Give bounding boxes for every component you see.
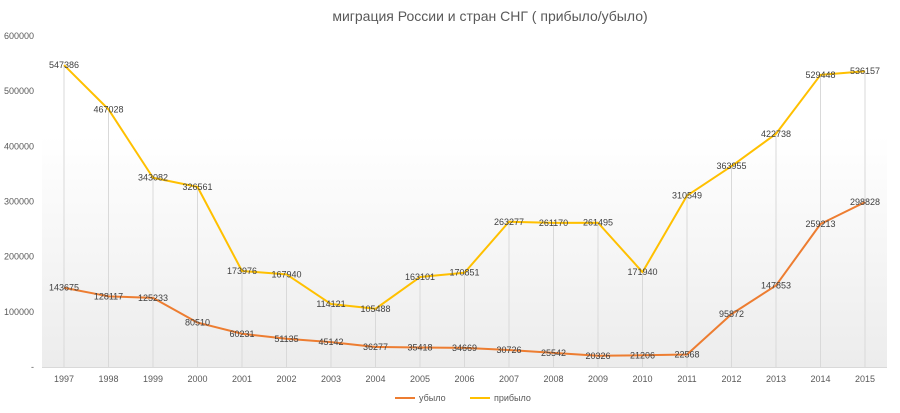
data-label: 173976 <box>227 266 257 276</box>
data-label: 467028 <box>93 104 123 114</box>
x-tick-label: 2010 <box>632 374 652 384</box>
y-tick-label: 300000 <box>4 197 34 207</box>
data-label: 167940 <box>271 269 301 279</box>
x-tick-label: 2009 <box>588 374 608 384</box>
x-tick-label: 1998 <box>98 374 118 384</box>
data-label: 170851 <box>449 268 479 278</box>
x-tick-label: 2013 <box>766 374 786 384</box>
chart-title: миграция России и стран СНГ ( прибыло/уб… <box>332 8 647 24</box>
series-line-убыло <box>63 201 866 357</box>
data-label: 60231 <box>229 329 254 339</box>
data-label: 45142 <box>318 337 343 347</box>
data-label: 35418 <box>407 342 432 352</box>
x-tick-label: 2000 <box>187 374 207 384</box>
data-label: 143675 <box>49 283 79 293</box>
x-tick-label: 2015 <box>855 374 875 384</box>
x-tick-label: 2014 <box>810 374 830 384</box>
data-label: 95872 <box>719 309 744 319</box>
data-label: 114121 <box>316 299 345 309</box>
x-tick-label: 2011 <box>677 374 696 384</box>
data-label: 128117 <box>94 291 123 301</box>
legend-label: прибыло <box>494 393 531 403</box>
data-label: 422738 <box>761 129 791 139</box>
data-label: 261495 <box>583 218 613 228</box>
data-label: 363955 <box>716 161 746 171</box>
x-tick-label: 1999 <box>143 374 163 384</box>
data-label: 30726 <box>496 345 521 355</box>
data-label: 21206 <box>630 350 655 360</box>
data-label: 163101 <box>405 272 435 282</box>
data-label: 263277 <box>494 217 524 227</box>
x-tick-label: 1997 <box>54 374 74 384</box>
data-label: 343082 <box>138 173 168 183</box>
y-tick-label: - <box>31 362 34 372</box>
data-label: 529448 <box>805 70 835 80</box>
x-tick-label: 2007 <box>499 374 519 384</box>
x-tick-label: 2002 <box>276 374 296 384</box>
data-label: 298828 <box>850 197 880 207</box>
y-tick-label: 500000 <box>4 86 34 96</box>
legend-label: убыло <box>419 393 446 403</box>
x-tick-label: 2006 <box>454 374 474 384</box>
data-label: 25542 <box>541 348 566 358</box>
data-label: 259213 <box>805 219 835 229</box>
data-label: 22568 <box>674 350 699 360</box>
y-tick-label: 400000 <box>4 141 34 151</box>
data-label: 125233 <box>138 293 168 303</box>
data-label: 171940 <box>627 267 657 277</box>
x-tick-label: 2001 <box>232 374 252 384</box>
data-label: 147853 <box>761 280 791 290</box>
x-tick-label: 2003 <box>321 374 341 384</box>
data-label: 20326 <box>585 351 610 361</box>
data-label: 51135 <box>274 334 298 344</box>
y-tick-label: 100000 <box>4 307 34 317</box>
x-tick-label: 2005 <box>410 374 430 384</box>
data-label: 547386 <box>49 60 79 70</box>
x-tick-label: 2008 <box>543 374 563 384</box>
data-label: 310549 <box>672 191 702 201</box>
data-label: 261170 <box>539 218 568 228</box>
data-label: 105488 <box>360 304 390 314</box>
x-tick-label: 2012 <box>721 374 741 384</box>
data-label: 34669 <box>452 343 477 353</box>
y-tick-label: 600000 <box>4 31 34 41</box>
data-label: 536157 <box>850 66 880 76</box>
data-label: 80510 <box>185 318 210 328</box>
x-tick-label: 2004 <box>365 374 385 384</box>
data-label: 36277 <box>363 342 388 352</box>
y-tick-label: 200000 <box>4 252 34 262</box>
data-label: 326561 <box>182 182 212 192</box>
series-line-прибыло <box>63 64 866 310</box>
